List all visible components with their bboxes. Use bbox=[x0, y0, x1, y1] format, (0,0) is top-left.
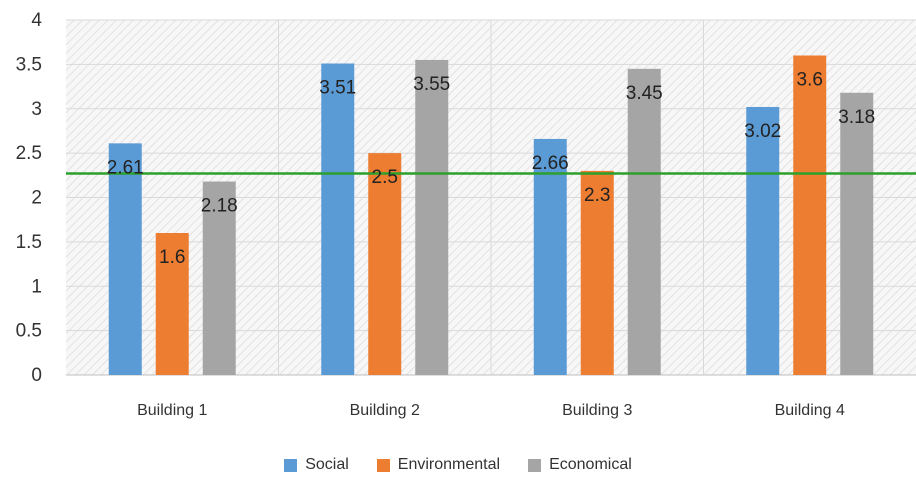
legend: Social Environmental Economical bbox=[0, 456, 916, 474]
data-label: 2.5 bbox=[372, 167, 398, 188]
bar-environmental bbox=[155, 233, 189, 375]
y-tick-label: 3 bbox=[31, 99, 42, 120]
bar-economical bbox=[415, 59, 449, 375]
legend-item-environmental: Environmental bbox=[376, 456, 501, 474]
legend-label: Economical bbox=[549, 456, 632, 473]
y-tick-label: 2.5 bbox=[16, 143, 42, 164]
data-label: 2.61 bbox=[107, 157, 144, 178]
data-label: 2.3 bbox=[584, 185, 610, 206]
x-tick-label: Building 1 bbox=[137, 402, 207, 419]
bar-economical bbox=[202, 181, 236, 375]
bar-environmental bbox=[580, 170, 614, 375]
bar-social bbox=[746, 106, 780, 375]
data-label: 2.18 bbox=[201, 196, 238, 217]
x-tick-label: Building 4 bbox=[775, 402, 845, 419]
data-label: 3.51 bbox=[319, 77, 356, 98]
y-tick-label: 2 bbox=[31, 188, 42, 209]
y-tick-label: 1.5 bbox=[16, 232, 42, 253]
data-label: 3.45 bbox=[626, 83, 663, 104]
bar-economical bbox=[627, 68, 661, 375]
x-tick-label: Building 3 bbox=[562, 402, 632, 419]
data-label: 3.02 bbox=[744, 121, 781, 142]
y-tick-label: 3.5 bbox=[16, 54, 42, 75]
data-label: 2.66 bbox=[532, 153, 569, 174]
legend-swatch bbox=[376, 458, 390, 472]
bar-environmental bbox=[368, 153, 402, 375]
bar-social bbox=[533, 138, 567, 375]
legend-item-social: Social bbox=[284, 456, 349, 474]
bar-social bbox=[108, 143, 142, 375]
y-tick-label: 0 bbox=[31, 365, 42, 386]
legend-swatch bbox=[284, 458, 298, 472]
data-label: 3.55 bbox=[413, 74, 450, 95]
data-label: 3.18 bbox=[838, 107, 875, 128]
y-tick-label: 1 bbox=[31, 276, 42, 297]
data-label: 1.6 bbox=[159, 247, 185, 268]
y-tick-label: 4 bbox=[31, 10, 42, 31]
legend-swatch bbox=[528, 458, 542, 472]
bar-social bbox=[321, 63, 355, 376]
legend-label: Social bbox=[305, 456, 349, 473]
data-label: 3.6 bbox=[797, 70, 823, 91]
bar-environmental bbox=[793, 55, 827, 375]
y-tick-label: 0.5 bbox=[16, 321, 42, 342]
legend-label: Environmental bbox=[397, 456, 501, 473]
bar-economical bbox=[840, 92, 874, 376]
legend-item-economical: Economical bbox=[528, 456, 632, 474]
x-tick-label: Building 2 bbox=[350, 402, 420, 419]
